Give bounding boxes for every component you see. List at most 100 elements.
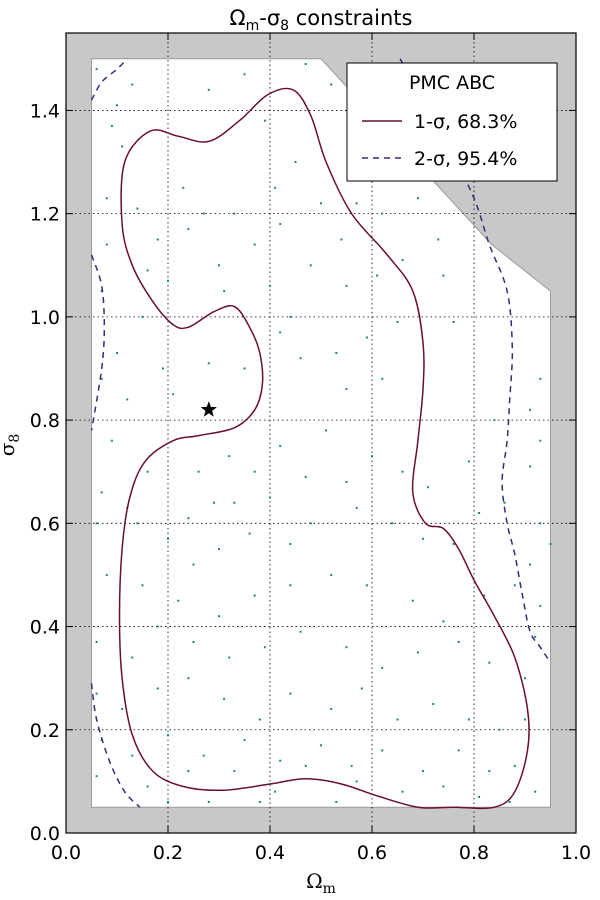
sample-point-97 bbox=[156, 625, 159, 628]
sample-point-168 bbox=[539, 604, 542, 607]
sample-point-26 bbox=[202, 212, 205, 215]
sample-point-20 bbox=[452, 321, 455, 323]
sample-point-144 bbox=[478, 795, 481, 798]
sample-point-85 bbox=[253, 594, 256, 597]
sample-point-24 bbox=[274, 186, 277, 189]
sample-point-158 bbox=[105, 243, 108, 246]
sample-point-47 bbox=[126, 398, 129, 401]
sample-point-134 bbox=[513, 764, 516, 767]
sample-point-84 bbox=[218, 615, 220, 618]
sample-point-136 bbox=[146, 785, 149, 788]
sample-point-15 bbox=[355, 202, 358, 205]
sample-point-18 bbox=[401, 259, 404, 262]
sample-point-4 bbox=[121, 145, 124, 148]
y-tick-label-4: 0.8 bbox=[30, 410, 60, 432]
sample-point-93 bbox=[539, 522, 542, 525]
sample-point-28 bbox=[156, 238, 159, 241]
x-tick-label-0: 0.0 bbox=[51, 842, 81, 864]
sample-point-90 bbox=[442, 620, 445, 623]
legend: PMC ABC 1-σ, 68.3% 2-σ, 95.4% bbox=[346, 62, 558, 182]
sample-point-43 bbox=[207, 362, 210, 365]
sample-point-50 bbox=[100, 491, 103, 494]
sample-point-117 bbox=[396, 718, 399, 721]
contour-1sigma bbox=[118, 87, 530, 810]
sample-point-126 bbox=[243, 739, 246, 742]
legend-label-1sigma: 1-σ, 68.3% bbox=[414, 111, 517, 133]
sample-point-169 bbox=[534, 635, 537, 638]
sample-point-35 bbox=[345, 284, 348, 287]
sample-point-80 bbox=[95, 522, 98, 525]
sample-point-78 bbox=[167, 537, 169, 540]
sample-point-89 bbox=[411, 599, 414, 602]
sample-point-86 bbox=[289, 584, 292, 587]
sample-point-160 bbox=[197, 470, 200, 473]
sample-point-62 bbox=[427, 486, 430, 489]
sample-point-167 bbox=[549, 543, 552, 545]
sample-point-60 bbox=[371, 455, 373, 458]
sample-point-154 bbox=[233, 212, 236, 215]
sample-point-36 bbox=[365, 336, 368, 339]
x-tick-label-2: 0.4 bbox=[255, 842, 285, 864]
sample-point-100 bbox=[263, 646, 266, 649]
sample-point-163 bbox=[304, 475, 307, 478]
sample-point-38 bbox=[335, 352, 338, 354]
sample-point-109 bbox=[121, 708, 124, 711]
sample-point-149 bbox=[335, 801, 338, 803]
grid-lines bbox=[66, 33, 576, 833]
contour-2sigma-segment-3 bbox=[399, 58, 552, 664]
chart-title: Ωm-σ8 constraints bbox=[230, 6, 413, 34]
sample-point-111 bbox=[187, 677, 190, 680]
sample-point-8 bbox=[263, 119, 266, 122]
sample-point-96 bbox=[131, 656, 134, 659]
sample-point-124 bbox=[167, 733, 169, 736]
sample-point-162 bbox=[269, 496, 271, 499]
contour-2sigma-segment-0 bbox=[90, 58, 128, 101]
sample-point-140 bbox=[304, 764, 307, 767]
sample-point-5 bbox=[207, 88, 210, 91]
sample-point-29 bbox=[146, 269, 149, 272]
sample-point-151 bbox=[105, 197, 108, 200]
contour-2sigma-segment-2 bbox=[90, 683, 141, 808]
sample-point-39 bbox=[299, 357, 302, 360]
sample-point-92 bbox=[529, 563, 532, 566]
y-tick-label-3: 0.6 bbox=[30, 513, 60, 535]
sample-point-107 bbox=[524, 677, 526, 680]
sample-point-72 bbox=[355, 506, 358, 509]
sample-point-139 bbox=[274, 790, 277, 793]
sample-point-52 bbox=[187, 517, 190, 520]
sample-point-112 bbox=[223, 697, 226, 700]
sample-point-133 bbox=[488, 770, 491, 773]
sample-point-3 bbox=[110, 124, 113, 127]
y-tick-label-1: 0.2 bbox=[30, 720, 60, 742]
sample-point-44 bbox=[172, 393, 175, 396]
sample-point-121 bbox=[524, 718, 526, 721]
sample-point-45 bbox=[116, 352, 118, 354]
sample-point-115 bbox=[330, 708, 333, 711]
sample-point-56 bbox=[279, 444, 282, 447]
sample-point-30 bbox=[167, 279, 169, 282]
sample-point-19 bbox=[442, 274, 445, 277]
legend-box bbox=[346, 62, 558, 182]
sample-point-123 bbox=[131, 754, 134, 757]
x-tick-label-5: 1.0 bbox=[561, 842, 591, 864]
sample-point-32 bbox=[269, 284, 271, 287]
sample-point-101 bbox=[299, 630, 302, 633]
sample-point-0 bbox=[95, 68, 98, 71]
sample-point-137 bbox=[187, 770, 190, 773]
sample-point-67 bbox=[539, 439, 542, 442]
sample-point-57 bbox=[325, 429, 328, 432]
sample-point-108 bbox=[95, 692, 98, 695]
y-axis-title: σ8 bbox=[0, 434, 23, 457]
sample-point-10 bbox=[294, 161, 297, 163]
sample-point-23 bbox=[320, 202, 322, 205]
sample-point-76 bbox=[218, 548, 220, 551]
sample-point-27 bbox=[182, 186, 185, 189]
sample-point-48 bbox=[110, 439, 113, 442]
sample-point-77 bbox=[192, 563, 195, 566]
x-axis-title: Ωm bbox=[306, 869, 336, 897]
sample-point-146 bbox=[167, 801, 169, 803]
sample-point-59 bbox=[381, 377, 384, 380]
sample-point-21 bbox=[376, 274, 379, 277]
sample-point-105 bbox=[457, 641, 460, 643]
